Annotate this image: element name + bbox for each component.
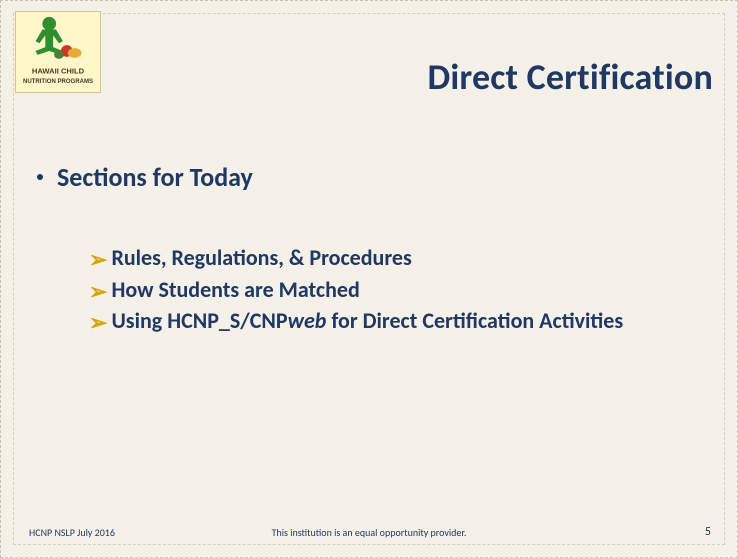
logo-art-icon: HAWAII CHILD NUTRITION PROGRAMS [16,12,100,92]
page-number: 5 [705,525,711,539]
hcnp-logo: HAWAII CHILD NUTRITION PROGRAMS [15,11,101,93]
logo-text-2: NUTRITION PROGRAMS [23,79,93,85]
section-heading-row: Sections for Today [37,161,253,193]
list-item: ➢ How Students are Matched [89,276,669,306]
list-item-text: How Students are Matched [111,276,359,304]
list-item-text: Rules, Regulations, & Procedures [111,244,411,272]
slide-title: Direct Certification [427,55,713,99]
bullet-dot-icon [37,174,43,180]
list-item: ➢ Rules, Regulations, & Procedures [89,244,669,274]
footer-center: This institution is an equal opportunity… [1,526,737,539]
list-item-text: Using HCNP_S/CNPweb for Direct Certifica… [111,307,623,335]
section-heading: Sections for Today [57,161,253,193]
slide: HAWAII CHILD NUTRITION PROGRAMS Direct C… [0,0,738,558]
arrow-bullet-icon: ➢ [89,246,107,274]
item3-italic: web [288,307,327,334]
item3-prefix: Using HCNP_S/CNP [111,307,287,334]
list-item: ➢ Using HCNP_S/CNPweb for Direct Certifi… [89,307,669,337]
arrow-bullet-icon: ➢ [89,309,107,337]
item3-suffix: for Direct Certification Activities [326,307,623,334]
arrow-bullet-icon: ➢ [89,278,107,306]
arrow-list: ➢ Rules, Regulations, & Procedures ➢ How… [89,244,669,339]
logo-text-1: HAWAII CHILD [32,66,85,75]
